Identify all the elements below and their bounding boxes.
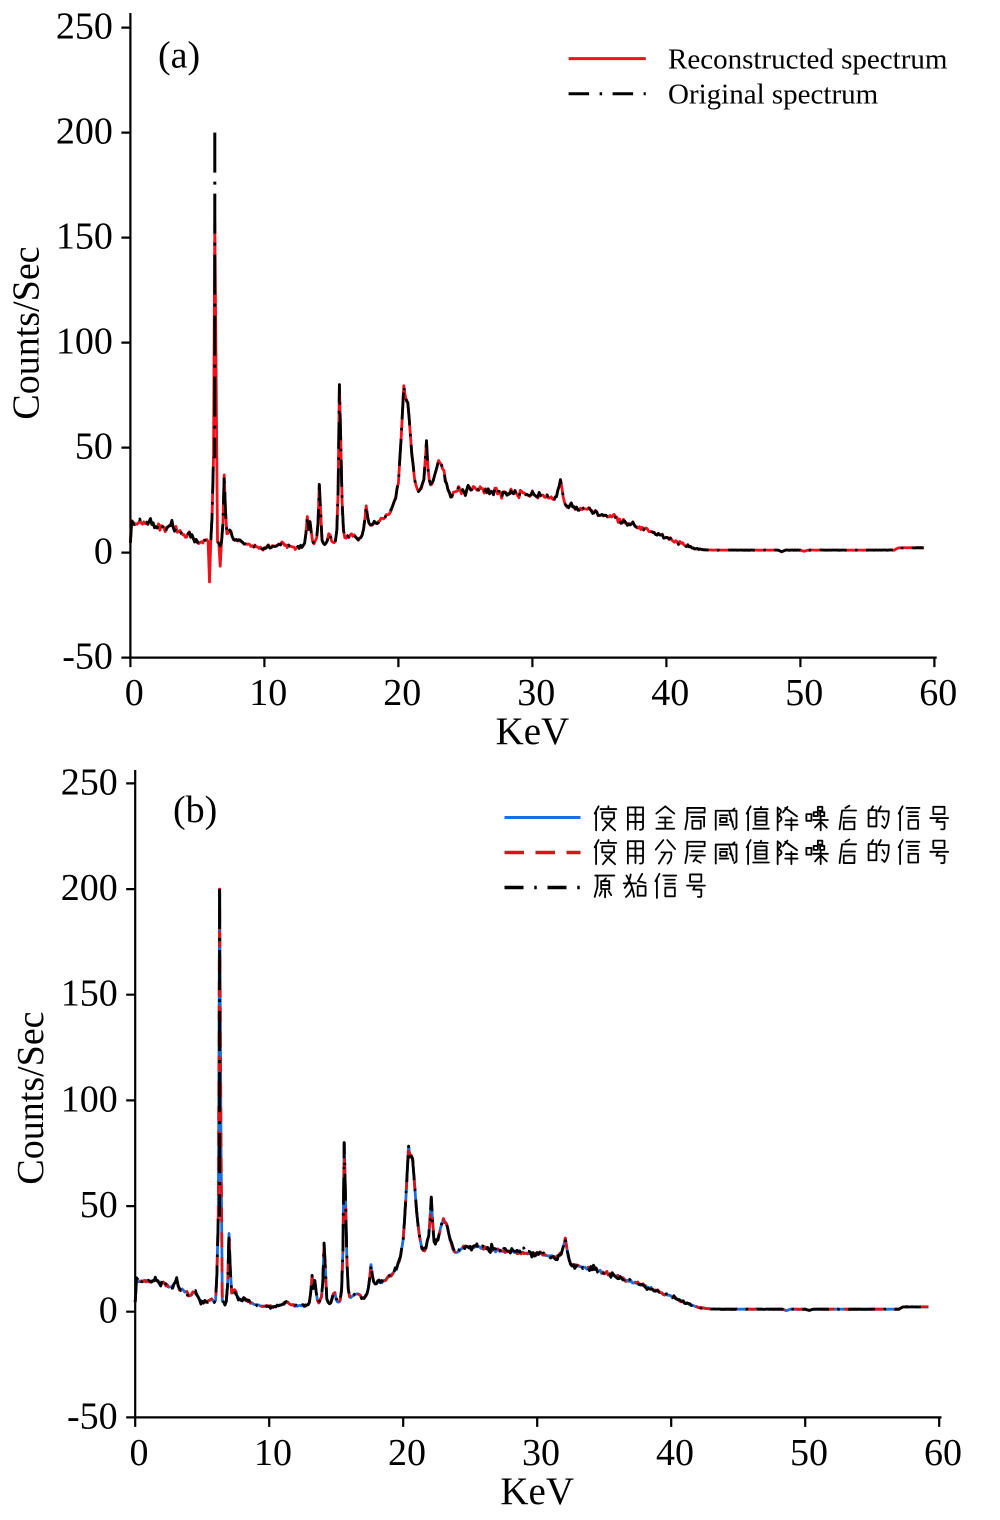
svg-text:-50: -50 (67, 1395, 118, 1437)
svg-text:200: 200 (56, 111, 113, 153)
svg-text:200: 200 (61, 867, 118, 909)
svg-text:60: 60 (919, 672, 957, 714)
svg-text:50: 50 (785, 672, 823, 714)
svg-text:Counts/Sec: Counts/Sec (10, 1011, 52, 1184)
svg-text:250: 250 (56, 6, 113, 48)
svg-text:0: 0 (130, 1432, 149, 1474)
svg-text:(a): (a) (158, 35, 200, 77)
svg-text:Original spectrum: Original spectrum (668, 79, 879, 111)
svg-text:50: 50 (75, 426, 113, 468)
svg-text:30: 30 (522, 1432, 560, 1474)
svg-text:0: 0 (99, 1290, 118, 1332)
svg-text:150: 150 (56, 216, 113, 258)
svg-text:30: 30 (517, 672, 555, 714)
svg-text:40: 40 (656, 1432, 694, 1474)
svg-text:Reconstructed spectrum: Reconstructed spectrum (668, 44, 948, 76)
svg-text:KeV: KeV (500, 1470, 574, 1513)
svg-text:250: 250 (61, 761, 118, 803)
svg-text:10: 10 (249, 672, 287, 714)
svg-text:100: 100 (56, 321, 113, 363)
svg-text:100: 100 (61, 1078, 118, 1120)
svg-text:50: 50 (790, 1432, 828, 1474)
svg-text:10: 10 (254, 1432, 292, 1474)
svg-text:150: 150 (61, 973, 118, 1015)
svg-text:KeV: KeV (496, 710, 570, 753)
svg-text:20: 20 (388, 1432, 426, 1474)
svg-text:0: 0 (125, 672, 144, 714)
svg-text:Counts/Sec: Counts/Sec (6, 246, 48, 419)
svg-text:50: 50 (80, 1184, 118, 1226)
svg-text:60: 60 (924, 1432, 962, 1474)
svg-text:(b): (b) (173, 789, 217, 831)
svg-text:20: 20 (383, 672, 421, 714)
svg-text:0: 0 (94, 531, 113, 573)
svg-text:-50: -50 (62, 636, 113, 678)
svg-text:40: 40 (651, 672, 689, 714)
